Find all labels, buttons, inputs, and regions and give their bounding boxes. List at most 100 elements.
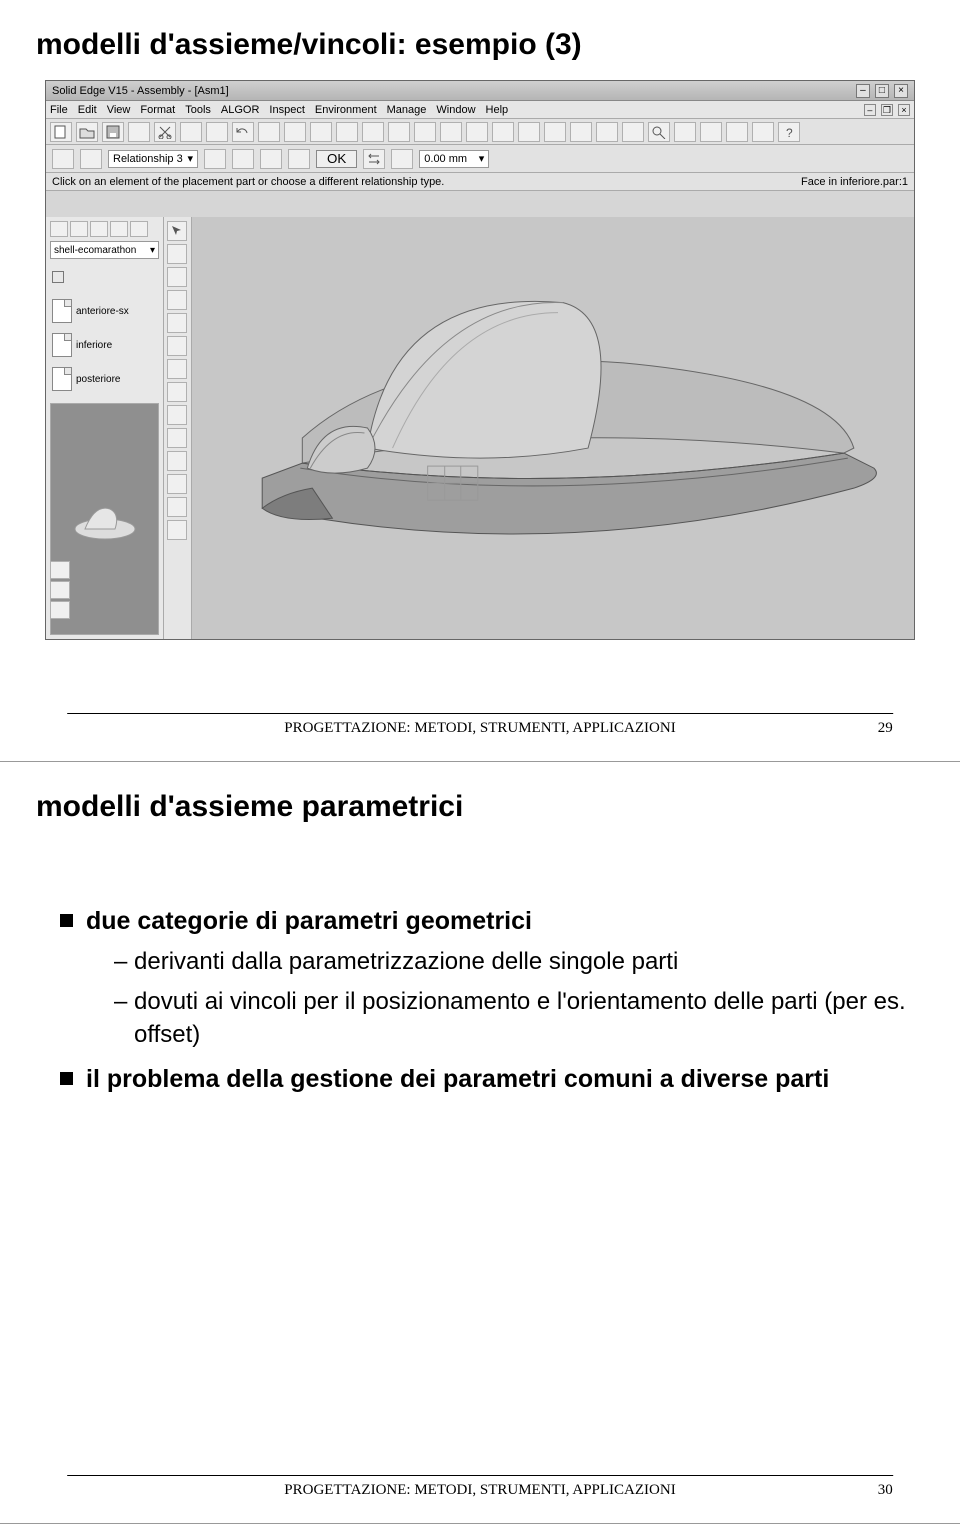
bl-tool-icon[interactable]	[50, 601, 70, 619]
chevron-down-icon: ▾	[479, 152, 485, 165]
zoom-icon[interactable]	[648, 122, 670, 142]
select-icon[interactable]	[167, 221, 187, 241]
doc-restore[interactable]: ❐	[881, 104, 893, 116]
vtool-icon[interactable]	[167, 405, 187, 425]
tool-icon[interactable]	[596, 122, 618, 142]
menu-help[interactable]: Help	[486, 104, 509, 116]
part-icon	[52, 333, 72, 357]
tool-icon[interactable]	[310, 122, 332, 142]
new-icon[interactable]	[50, 122, 72, 142]
vtool-icon[interactable]	[167, 244, 187, 264]
menu-algor[interactable]: ALGOR	[221, 104, 260, 116]
rel-icon[interactable]	[260, 149, 282, 169]
rel-type-icon[interactable]	[80, 149, 102, 169]
vtool-icon[interactable]	[167, 451, 187, 471]
menu-edit[interactable]: Edit	[78, 104, 97, 116]
cut-icon[interactable]	[154, 122, 176, 142]
doc-minimize[interactable]: –	[864, 104, 876, 116]
bl-tool-icon[interactable]	[50, 561, 70, 579]
slide-title: modelli d'assieme/vincoli: esempio (3)	[36, 28, 924, 62]
vtool-icon[interactable]	[167, 382, 187, 402]
tool-icon[interactable]	[388, 122, 410, 142]
tool-icon[interactable]	[518, 122, 540, 142]
tool-icon[interactable]	[440, 122, 462, 142]
relationship-select[interactable]: Relationship 3 ▾	[108, 150, 198, 168]
bullet-l2: dovuti ai vincoli per il posizionamento …	[114, 985, 924, 1052]
menu-view[interactable]: View	[107, 104, 131, 116]
tree-item[interactable]	[50, 261, 159, 293]
pan-icon[interactable]	[726, 122, 748, 142]
vtool-icon[interactable]	[167, 497, 187, 517]
undo-icon[interactable]	[232, 122, 254, 142]
tree-item[interactable]: inferiore	[50, 329, 159, 361]
rel-icon[interactable]	[232, 149, 254, 169]
tool-icon[interactable]	[414, 122, 436, 142]
rel-type-icon[interactable]	[52, 149, 74, 169]
lp-tool-icon[interactable]	[50, 221, 68, 237]
cad-app-window: Solid Edge V15 - Assembly - [Asm1] – □ ×…	[45, 80, 915, 640]
model-viewport[interactable]	[192, 217, 914, 639]
tool-icon[interactable]	[622, 122, 644, 142]
menu-inspect[interactable]: Inspect	[269, 104, 304, 116]
lp-tool-icon[interactable]	[130, 221, 148, 237]
rotate-icon[interactable]	[752, 122, 774, 142]
copy-icon[interactable]	[180, 122, 202, 142]
assembly-select[interactable]: shell-ecomarathon ▾	[50, 241, 159, 259]
lp-tool-icon[interactable]	[70, 221, 88, 237]
slide-1: modelli d'assieme/vincoli: esempio (3) S…	[0, 0, 960, 762]
tree-item[interactable]: posteriore	[50, 363, 159, 395]
tool-icon[interactable]	[544, 122, 566, 142]
distance-input[interactable]: 0.00 mm ▾	[419, 150, 489, 168]
vtool-icon[interactable]	[167, 520, 187, 540]
lock-icon[interactable]	[391, 149, 413, 169]
chevron-down-icon: ▾	[187, 152, 193, 165]
vtool-icon[interactable]	[167, 336, 187, 356]
doc-close[interactable]: ×	[898, 104, 910, 116]
expand-icon[interactable]	[52, 271, 64, 283]
bl-tool-icon[interactable]	[50, 581, 70, 599]
vtool-icon[interactable]	[167, 313, 187, 333]
tool-icon[interactable]	[492, 122, 514, 142]
tool-icon[interactable]	[284, 122, 306, 142]
vtool-icon[interactable]	[167, 267, 187, 287]
maximize-button[interactable]: □	[875, 84, 889, 98]
fit-icon[interactable]	[700, 122, 722, 142]
slide-footer: PROGETTAZIONE: METODI, STRUMENTI, APPLIC…	[67, 1475, 893, 1499]
tool-icon[interactable]	[336, 122, 358, 142]
zoom-area-icon[interactable]	[674, 122, 696, 142]
menu-window[interactable]: Window	[436, 104, 475, 116]
menu-format[interactable]: Format	[140, 104, 175, 116]
ok-button[interactable]: OK	[316, 150, 357, 168]
lp-tool-icon[interactable]	[110, 221, 128, 237]
rel-icon[interactable]	[204, 149, 226, 169]
vtool-icon[interactable]	[167, 474, 187, 494]
distance-value: 0.00 mm	[424, 153, 467, 165]
menu-file[interactable]: File	[50, 104, 68, 116]
slide-title: modelli d'assieme parametrici	[36, 790, 924, 824]
tree-item[interactable]: anteriore-sx	[50, 295, 159, 327]
part-name: inferiore	[76, 340, 112, 351]
lp-tool-icon[interactable]	[90, 221, 108, 237]
tool-icon[interactable]	[466, 122, 488, 142]
rel-icon[interactable]	[288, 149, 310, 169]
close-button[interactable]: ×	[894, 84, 908, 98]
vtool-icon[interactable]	[167, 290, 187, 310]
vtool-icon[interactable]	[167, 359, 187, 379]
tool-icon[interactable]	[570, 122, 592, 142]
paste-icon[interactable]	[206, 122, 228, 142]
menu-tools[interactable]: Tools	[185, 104, 211, 116]
help-icon[interactable]: ?	[778, 122, 800, 142]
prompt-bar: Click on an element of the placement par…	[46, 173, 914, 191]
flip-icon[interactable]	[363, 149, 385, 169]
minimize-button[interactable]: –	[856, 84, 870, 98]
save-icon[interactable]	[102, 122, 124, 142]
tool-icon[interactable]	[362, 122, 384, 142]
menu-manage[interactable]: Manage	[387, 104, 427, 116]
vtool-icon[interactable]	[167, 428, 187, 448]
menu-environment[interactable]: Environment	[315, 104, 377, 116]
print-icon[interactable]	[128, 122, 150, 142]
redo-icon[interactable]	[258, 122, 280, 142]
open-icon[interactable]	[76, 122, 98, 142]
part-icon	[52, 299, 72, 323]
bullet-list: due categorie di parametri geometrici de…	[36, 904, 924, 1097]
